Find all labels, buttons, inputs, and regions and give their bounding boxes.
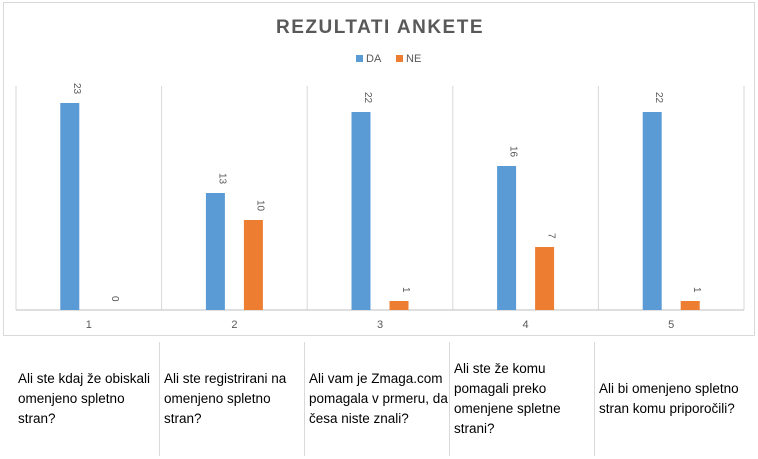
legend-label-ne: NE: [406, 53, 421, 65]
data-label: 0: [109, 296, 120, 302]
legend-label-da: DA: [366, 53, 382, 65]
x-tick-label: 2: [231, 319, 237, 331]
data-label: 22: [653, 92, 664, 104]
data-label: 1: [400, 287, 411, 293]
x-tick-label: 3: [377, 319, 383, 331]
legend-swatch-da: [356, 55, 363, 62]
bar-ne: [243, 220, 263, 310]
x-tick-label: 4: [523, 319, 529, 331]
bar-ne: [680, 301, 700, 310]
data-label: 10: [254, 200, 265, 212]
data-label: 13: [216, 173, 227, 185]
plot-area: 1 23 0 2 13 10 3 22 1 4 16 7 5 22 1: [15, 83, 745, 331]
bar-da: [205, 193, 225, 310]
data-label: 7: [546, 233, 557, 239]
bar-da: [642, 112, 662, 310]
bar-da: [60, 103, 80, 310]
x-tick-label: 1: [86, 319, 92, 331]
bar-ne: [389, 301, 409, 310]
data-label: 1: [691, 287, 702, 293]
question-3: Ali vam je Zmaga.com pomagala v prmeru, …: [304, 342, 449, 456]
bar-chart: REZULTATI ANKETE DA NE 1 23 0 2 13 10 3 22 1 4 16 7 5…: [15, 17, 745, 331]
data-label: 23: [71, 83, 82, 95]
question-1: Ali ste kdaj že obiskali omenjeno spletn…: [18, 371, 151, 426]
bar-ne: [535, 247, 555, 310]
chart-title: REZULTATI ANKETE: [276, 17, 484, 38]
question-5: Ali bi omenjeno spletno stran komu pripo…: [594, 342, 739, 456]
legend: DA NE: [356, 53, 421, 65]
data-label: 22: [362, 92, 373, 104]
bar-da: [351, 112, 371, 310]
question-4: Ali ste že komu pomagali preko omenjene …: [449, 342, 594, 456]
bar-da: [497, 166, 517, 310]
data-label: 16: [508, 146, 519, 158]
questions-row: Ali ste kdaj že obiskali omenjeno spletn…: [14, 342, 740, 456]
x-tick-label: 5: [668, 319, 674, 331]
chart-area: REZULTATI ANKETE DA NE 1 23 0 2 13 10 3 22 1 4 16 7 5…: [3, 2, 755, 336]
question-2: Ali ste registrirani na omenjeno spletno…: [159, 342, 304, 456]
legend-swatch-ne: [396, 55, 403, 62]
